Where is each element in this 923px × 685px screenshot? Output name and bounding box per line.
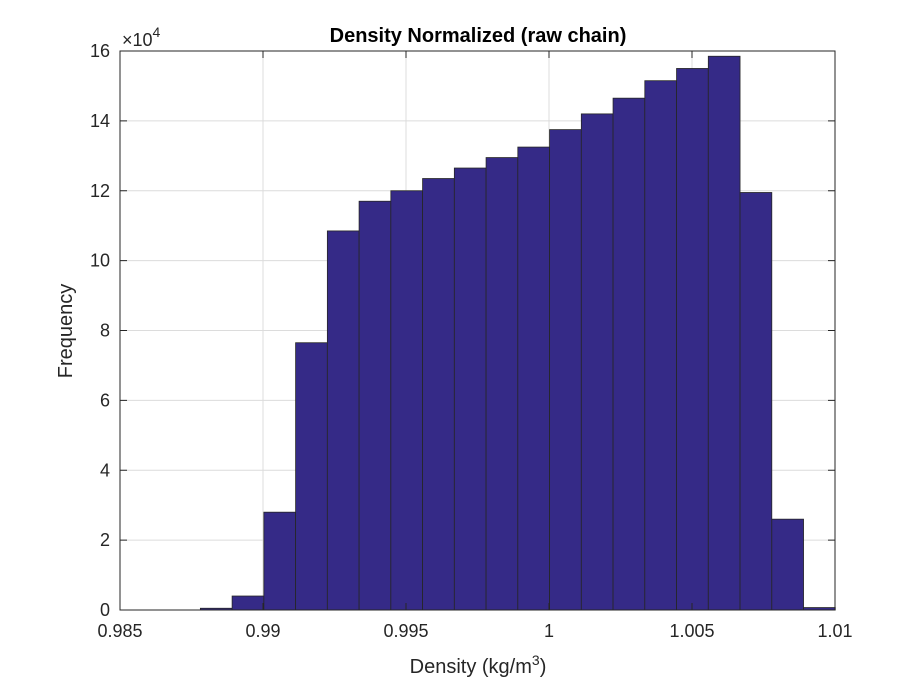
- y-tick-label: 2: [100, 530, 110, 550]
- histogram-bar: [295, 342, 328, 611]
- y-multiplier-exponent: 4: [153, 24, 161, 40]
- histogram-bar: [676, 68, 709, 611]
- histogram-bar: [422, 178, 455, 611]
- histogram-bar: [580, 113, 614, 611]
- y-tick-label: 8: [100, 321, 110, 341]
- histogram-bar: [485, 157, 519, 611]
- histogram-bar: [453, 167, 487, 611]
- y-tick-label: 0: [100, 600, 110, 620]
- y-tick-label: 16: [90, 41, 110, 61]
- histogram-bar: [231, 595, 265, 611]
- histogram-bar: [358, 200, 392, 611]
- y-tick-label: 4: [100, 460, 110, 480]
- x-tick-label: 1.005: [669, 621, 714, 641]
- y-multiplier-base: ×10: [122, 30, 153, 50]
- x-tick-label: 0.985: [97, 621, 142, 641]
- y-tick-label: 14: [90, 111, 110, 131]
- x-axis-ticks: 0.985 0.99 0.995 1 1.005 1.01: [97, 51, 853, 641]
- y-tick-label: 6: [100, 390, 110, 410]
- histogram-bar: [517, 146, 550, 611]
- x-axis-label-suffix: ): [540, 656, 547, 678]
- x-axis-label: Density (kg/m3): [410, 652, 547, 678]
- x-axis-label-text: Density (kg/m: [410, 656, 532, 678]
- histogram-bar: [612, 97, 646, 611]
- chart-title: Density Normalized (raw chain): [330, 25, 627, 47]
- y-tick-label: 10: [90, 251, 110, 271]
- x-axis-label-superscript: 3: [532, 652, 540, 668]
- histogram-bar: [326, 230, 360, 611]
- x-tick-label: 1: [544, 621, 554, 641]
- histogram-bar: [739, 192, 773, 611]
- histogram-bar: [644, 80, 677, 611]
- y-tick-label: 12: [90, 181, 110, 201]
- x-tick-label: 0.995: [383, 621, 428, 641]
- histogram-bar: [390, 190, 423, 611]
- y-axis-ticks: 0 2 4 6 8 10 12 14 16: [90, 41, 835, 620]
- y-axis-label: Frequency: [55, 284, 77, 379]
- histogram-bar: [771, 518, 804, 611]
- histogram-bar: [707, 55, 741, 611]
- y-axis-multiplier: ×104: [122, 24, 161, 50]
- histogram-bar: [549, 129, 582, 611]
- histogram-bars: [199, 55, 836, 611]
- x-tick-label: 1.01: [817, 621, 852, 641]
- histogram-bar: [263, 511, 297, 611]
- x-tick-label: 0.99: [245, 621, 280, 641]
